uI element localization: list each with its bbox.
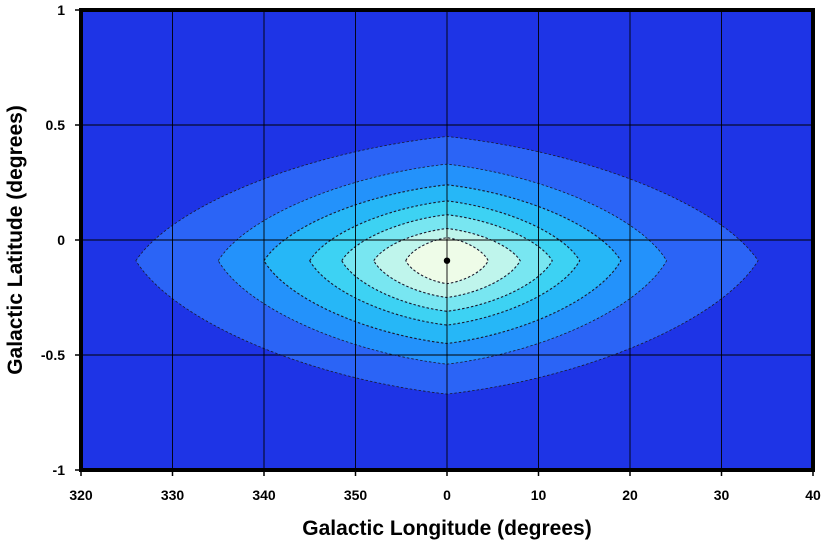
x-tick-label: 350	[344, 487, 368, 503]
peak-marker	[443, 257, 451, 264]
x-tick-label: 20	[622, 487, 638, 503]
y-tick-label: 0	[57, 232, 65, 248]
y-axis-title: Galactic Latitude (degrees)	[4, 105, 27, 375]
x-axis-ticks: 320 330 340 350 0 10 20 30 40	[69, 470, 821, 503]
y-axis-ticks: 1 0.5 0 -0.5 -1	[41, 2, 81, 478]
y-tick-label: 0.5	[46, 117, 66, 133]
grid-lines	[81, 10, 813, 470]
y-tick-label: -1	[53, 462, 66, 478]
x-tick-label: 40	[805, 487, 821, 503]
x-tick-label: 0	[443, 487, 451, 503]
y-tick-label: -0.5	[41, 347, 65, 363]
y-tick-label: 1	[57, 2, 65, 18]
x-tick-label: 320	[69, 487, 93, 503]
x-tick-label: 340	[252, 487, 276, 503]
x-tick-label: 30	[714, 487, 730, 503]
x-axis-title: Galactic Longitude (degrees)	[302, 517, 591, 540]
x-tick-label: 10	[531, 487, 547, 503]
x-tick-label: 330	[161, 487, 185, 503]
